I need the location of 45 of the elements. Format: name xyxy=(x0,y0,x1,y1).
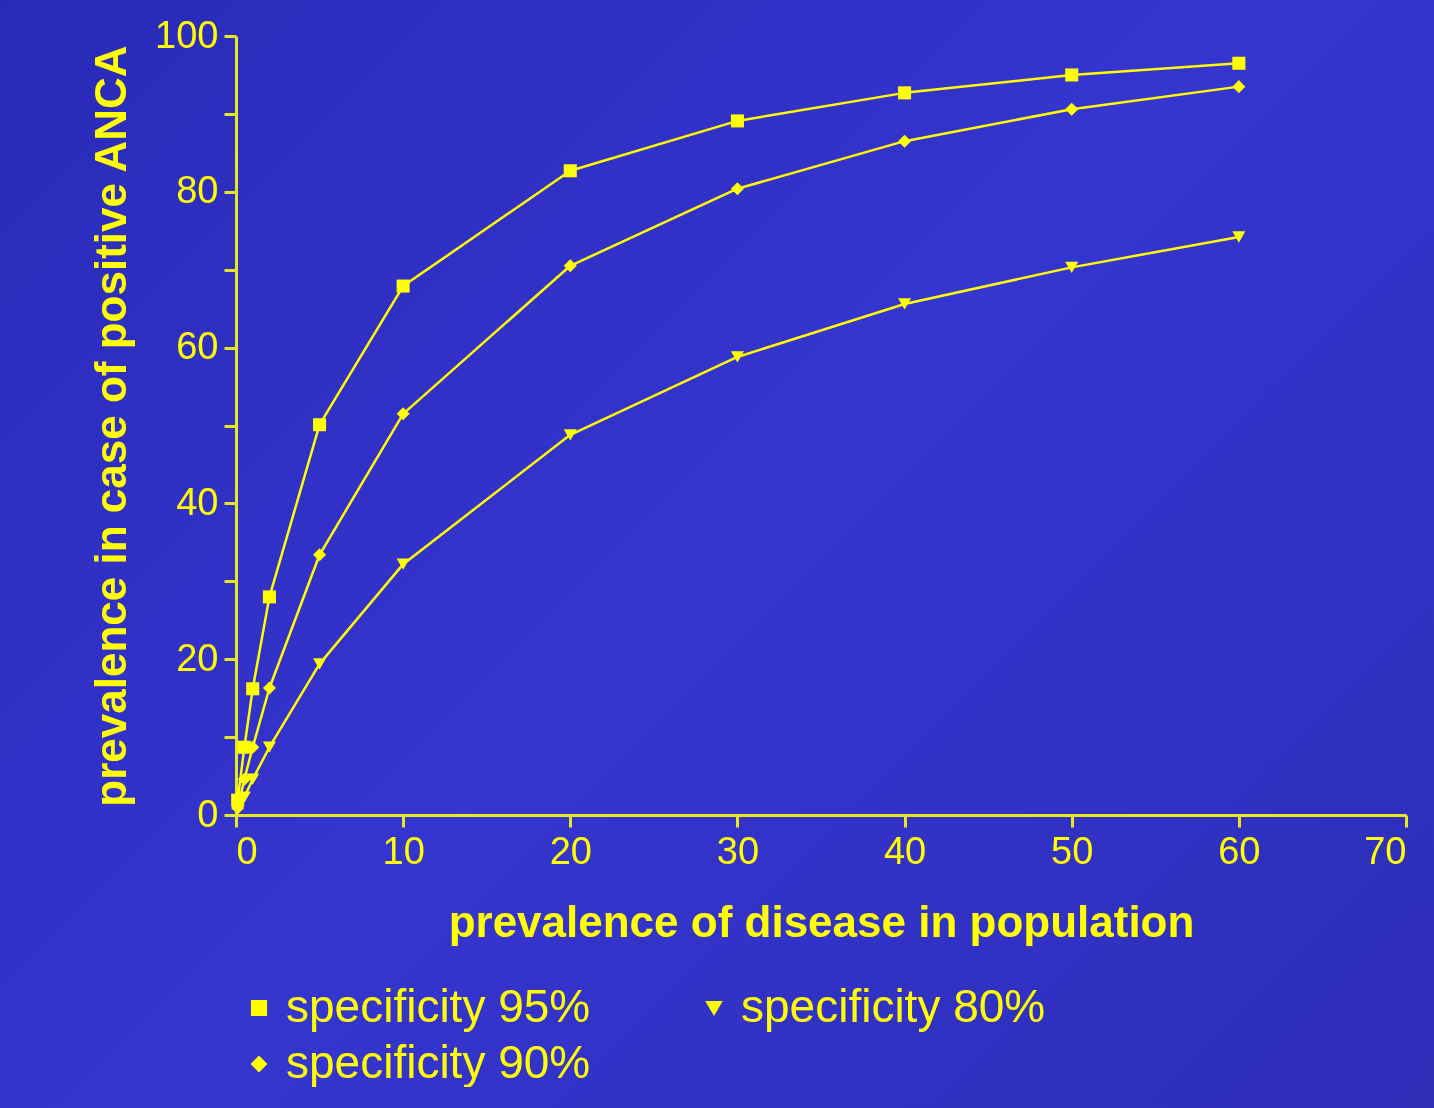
x-tick-label: 10 xyxy=(382,829,425,872)
point xyxy=(1232,231,1246,243)
legend-label: specificity 95% xyxy=(286,980,591,1032)
point xyxy=(396,279,410,293)
x-tick-label: 70 xyxy=(1364,829,1407,872)
point xyxy=(396,407,410,421)
x-tick-label: 50 xyxy=(1051,829,1094,872)
point xyxy=(313,418,327,432)
point xyxy=(1232,56,1246,70)
y-tick-label: 20 xyxy=(176,636,219,679)
point xyxy=(563,164,577,178)
y-tick-label: 80 xyxy=(176,169,219,212)
point xyxy=(898,298,912,310)
y-tick-label: 40 xyxy=(176,480,219,523)
point xyxy=(898,134,912,148)
point xyxy=(898,86,912,100)
y-axis-title: prevalence in case of positive ANCA xyxy=(86,45,136,807)
y-tick-label: 60 xyxy=(176,325,219,368)
point xyxy=(396,558,410,570)
point xyxy=(237,772,251,786)
point xyxy=(563,259,577,273)
point xyxy=(1065,68,1079,82)
point xyxy=(313,658,327,670)
x-tick-label: 20 xyxy=(549,829,592,872)
point xyxy=(730,114,744,128)
point xyxy=(563,429,577,441)
point xyxy=(1065,261,1079,274)
y-tick-label: 0 xyxy=(197,792,219,835)
x-tick-label: 0 xyxy=(236,829,258,872)
point xyxy=(262,681,276,695)
point xyxy=(237,791,251,803)
x-tick-label: 30 xyxy=(716,829,760,872)
y-tick-label: 100 xyxy=(155,13,219,56)
x-axis-title: prevalence of disease in population xyxy=(448,896,1195,946)
x-tick-label: 40 xyxy=(883,829,927,872)
point xyxy=(262,590,276,604)
point xyxy=(1065,102,1079,116)
point xyxy=(246,682,260,696)
point xyxy=(313,548,327,562)
point xyxy=(1232,80,1246,94)
point xyxy=(730,351,744,363)
legend-label: specificity 80% xyxy=(741,980,1046,1032)
point xyxy=(730,182,744,196)
point xyxy=(262,741,276,753)
x-tick-label: 60 xyxy=(1218,829,1261,872)
